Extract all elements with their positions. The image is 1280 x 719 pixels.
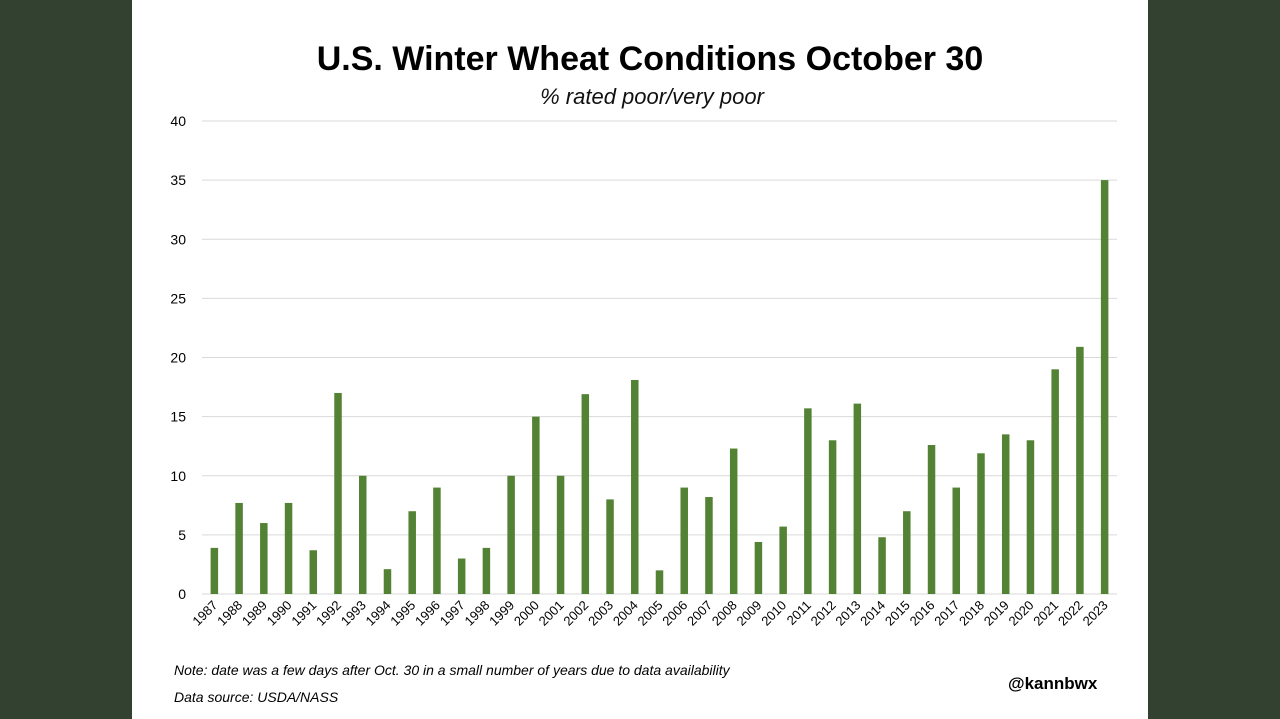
gridlines bbox=[202, 120, 1117, 595]
x-tick-label: 2010 bbox=[758, 598, 789, 629]
bar-2012 bbox=[828, 440, 837, 594]
x-tick-label: 2009 bbox=[733, 598, 764, 629]
author-handle: @kannbwx bbox=[1008, 674, 1098, 693]
bar-1996 bbox=[433, 487, 441, 594]
x-tick-label: 2004 bbox=[610, 598, 641, 629]
bar-2023 bbox=[1100, 180, 1109, 594]
x-tick-label: 1995 bbox=[387, 598, 418, 629]
y-tick-label: 0 bbox=[178, 586, 186, 602]
bar-1988 bbox=[235, 502, 243, 594]
x-tick-label: 2013 bbox=[832, 598, 863, 629]
bar-2021 bbox=[1051, 369, 1059, 594]
bar-2007 bbox=[705, 497, 713, 594]
x-tick-label: 2008 bbox=[709, 598, 740, 629]
bar-2013 bbox=[853, 403, 862, 594]
y-tick-label: 20 bbox=[170, 350, 186, 366]
y-tick-label: 25 bbox=[170, 290, 186, 306]
x-tick-label: 2017 bbox=[931, 598, 962, 629]
bar-1992 bbox=[334, 392, 342, 594]
bar-1997 bbox=[457, 558, 466, 594]
x-tick-label: 2003 bbox=[585, 598, 616, 629]
x-tick-label: 2016 bbox=[907, 598, 938, 629]
bar-1993 bbox=[358, 475, 367, 594]
bar-1990 bbox=[284, 502, 293, 594]
x-tick-label: 1998 bbox=[461, 598, 492, 629]
x-tick-label: 1996 bbox=[412, 598, 443, 629]
chart-card: U.S. Winter Wheat Conditions October 30 … bbox=[132, 0, 1148, 719]
bar-1998 bbox=[482, 547, 491, 594]
bar-2020 bbox=[1026, 440, 1035, 594]
x-tick-label: 2014 bbox=[857, 598, 888, 629]
bar-2011 bbox=[804, 408, 812, 594]
x-tick-label: 1999 bbox=[486, 598, 517, 629]
x-tick-label: 2000 bbox=[511, 598, 542, 629]
x-tick-label: 1987 bbox=[189, 598, 220, 629]
data-source: Data source: USDA/NASS bbox=[174, 689, 339, 705]
bar-2015 bbox=[903, 511, 911, 594]
bar-2017 bbox=[952, 487, 961, 594]
x-tick-label: 1994 bbox=[363, 598, 394, 629]
bar-1989 bbox=[260, 523, 268, 594]
bar-2006 bbox=[680, 487, 688, 594]
y-tick-label: 5 bbox=[178, 527, 186, 543]
bar-1987 bbox=[210, 547, 219, 594]
y-tick-label: 40 bbox=[170, 113, 186, 129]
x-tick-label: 1990 bbox=[264, 598, 295, 629]
x-tick-label: 2011 bbox=[784, 598, 814, 628]
y-axis-ticks: 0 5 10 15 20 25 30 35 40 bbox=[170, 113, 186, 602]
x-tick-label: 2020 bbox=[1006, 598, 1037, 629]
x-tick-label: 1997 bbox=[437, 598, 468, 629]
bars bbox=[210, 180, 1109, 594]
x-tick-label: 1988 bbox=[214, 598, 245, 629]
x-tick-label: 2002 bbox=[560, 598, 591, 629]
x-tick-label: 2021 bbox=[1030, 598, 1061, 629]
x-tick-label: 1993 bbox=[338, 598, 369, 629]
bar-2014 bbox=[878, 537, 886, 594]
bar-1991 bbox=[309, 550, 318, 594]
x-axis-ticks: 1987198819891990199119921993199419951996… bbox=[189, 598, 1110, 629]
chart-subtitle: % rated poor/very poor bbox=[540, 84, 764, 109]
x-tick-label: 2023 bbox=[1080, 598, 1111, 629]
x-tick-label: 2007 bbox=[684, 598, 715, 629]
x-tick-label: 1992 bbox=[313, 598, 344, 629]
bar-2005 bbox=[655, 570, 664, 594]
chart-title: U.S. Winter Wheat Conditions October 30 bbox=[316, 40, 984, 78]
y-tick-label: 35 bbox=[170, 172, 186, 188]
bar-2002 bbox=[581, 394, 590, 594]
x-tick-label: 1991 bbox=[288, 598, 319, 629]
x-tick-label: 2005 bbox=[635, 598, 666, 629]
bar-2004 bbox=[631, 379, 639, 594]
y-tick-label: 30 bbox=[170, 231, 186, 247]
y-tick-label: 15 bbox=[170, 409, 186, 425]
footnote: Note: date was a few days after Oct. 30 … bbox=[174, 662, 730, 678]
y-tick-label: 10 bbox=[170, 468, 186, 484]
bar-2010 bbox=[779, 526, 787, 594]
x-tick-label: 2019 bbox=[981, 598, 1012, 629]
x-tick-label: 2012 bbox=[808, 598, 839, 629]
bar-2018 bbox=[977, 453, 985, 594]
bar-1995 bbox=[408, 511, 416, 594]
x-tick-label: 2022 bbox=[1055, 598, 1086, 629]
bar-1999 bbox=[507, 475, 515, 594]
bar-2019 bbox=[1001, 434, 1010, 594]
bar-2022 bbox=[1076, 346, 1084, 594]
bar-2009 bbox=[754, 541, 763, 594]
bar-2001 bbox=[556, 475, 565, 594]
x-tick-label: 2015 bbox=[882, 598, 913, 629]
bar-2000 bbox=[532, 416, 540, 594]
bar-1994 bbox=[383, 569, 392, 594]
bar-2003 bbox=[606, 499, 614, 594]
bar-2008 bbox=[729, 448, 738, 594]
x-tick-label: 2018 bbox=[956, 598, 987, 629]
bar-2016 bbox=[927, 445, 936, 594]
x-tick-label: 2006 bbox=[659, 598, 690, 629]
x-tick-label: 2001 bbox=[536, 598, 567, 629]
x-tick-label: 1989 bbox=[239, 598, 270, 629]
